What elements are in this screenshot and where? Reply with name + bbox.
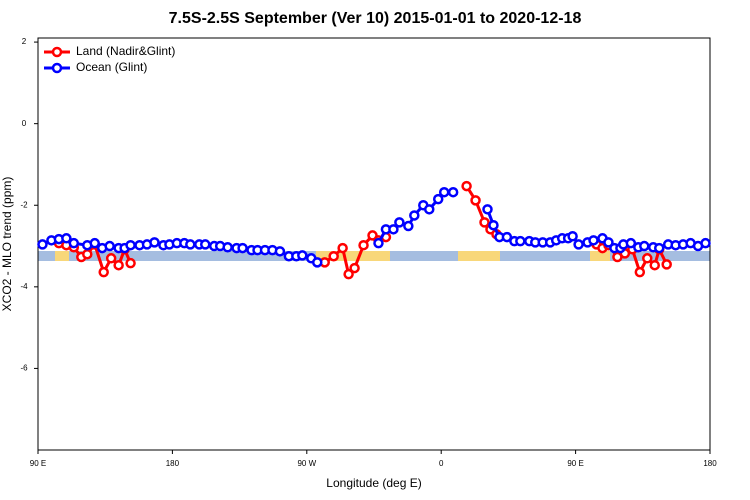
point (661, 259, 672, 270)
point (515, 235, 526, 247)
y-tick-label: 2 (22, 37, 27, 46)
point (98, 266, 109, 278)
legend-marker (51, 62, 63, 74)
point (588, 235, 599, 246)
point (653, 242, 665, 254)
point (37, 239, 48, 250)
point (634, 266, 646, 278)
x-tick-label: 90 E (30, 459, 46, 468)
point (447, 186, 459, 198)
point (125, 257, 136, 269)
point (700, 237, 711, 249)
point (200, 239, 211, 250)
point (424, 204, 435, 215)
point (501, 231, 513, 243)
point (373, 237, 384, 249)
point (237, 242, 248, 254)
point (61, 233, 72, 244)
point (113, 259, 124, 271)
point (89, 237, 100, 249)
point (274, 246, 286, 257)
point (297, 250, 308, 261)
point (432, 193, 444, 205)
point (573, 239, 584, 250)
legend-marker (51, 46, 63, 58)
point (479, 217, 490, 228)
point (358, 239, 369, 251)
point (343, 268, 354, 280)
y-tick-label: -6 (20, 364, 28, 373)
chart-title: 7.5S-2.5S September (Ver 10) 2015-01-01 … (169, 10, 582, 27)
point (388, 224, 399, 235)
x-tick-label: 90 W (297, 459, 316, 468)
point (82, 248, 93, 260)
point (642, 253, 653, 264)
point (482, 204, 493, 215)
point (222, 242, 233, 253)
y-tick-label: -4 (20, 282, 28, 291)
point (409, 210, 420, 221)
point (488, 219, 499, 231)
point (461, 180, 472, 192)
point (470, 195, 481, 206)
point (567, 230, 578, 242)
point (603, 237, 614, 248)
point (639, 240, 650, 252)
y-tick-label: 0 (22, 119, 27, 128)
x-axis-label: Longitude (deg E) (326, 476, 421, 490)
point (328, 250, 339, 262)
point (349, 262, 360, 274)
point (337, 242, 348, 254)
point (312, 257, 323, 268)
point (403, 220, 414, 232)
point (68, 237, 80, 249)
y-tick-label: -2 (20, 200, 28, 209)
x-tick-label: 0 (439, 459, 444, 468)
y-axis-label: XCO2 - MLO trend (ppm) (0, 177, 14, 312)
point (438, 186, 450, 198)
point (125, 239, 136, 251)
point (394, 217, 405, 228)
point (105, 253, 117, 264)
point (649, 259, 660, 271)
point (625, 237, 637, 249)
point (149, 237, 160, 248)
x-tick-label: 90 E (567, 459, 583, 468)
point (104, 240, 115, 252)
legend-label: Land (Nadir&Glint) (76, 44, 175, 58)
point (185, 239, 196, 250)
x-tick-label: 180 (166, 459, 180, 468)
x-tick-label: 180 (703, 459, 717, 468)
surface-band (38, 251, 710, 261)
legend-label: Ocean (Glint) (76, 60, 147, 74)
